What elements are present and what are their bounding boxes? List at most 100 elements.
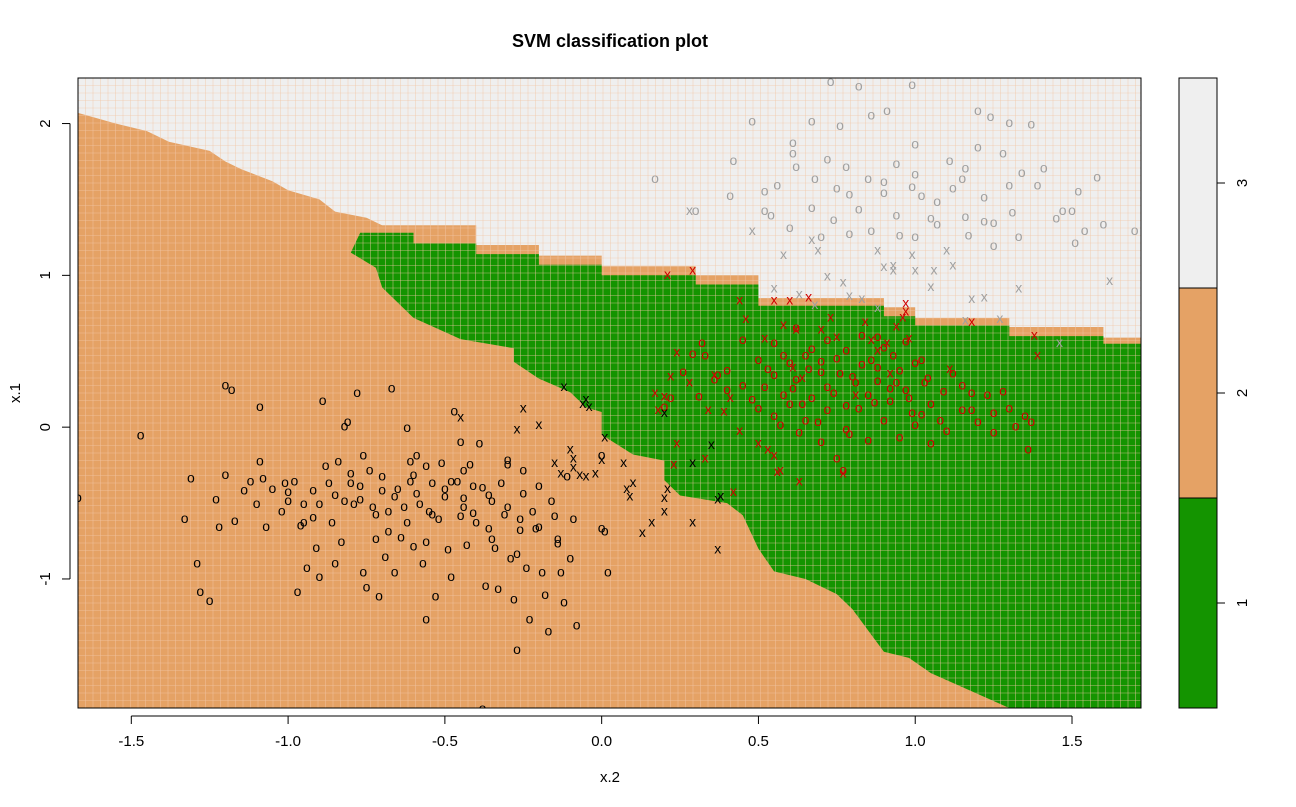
data-point-class-1: o xyxy=(479,478,487,494)
data-point-class-3: o xyxy=(1034,176,1042,192)
plot-frame xyxy=(77,77,1142,709)
support-vector-point-class-2: x xyxy=(667,368,674,384)
support-vector-point-class-3: x xyxy=(686,202,693,218)
data-point-class-2: o xyxy=(999,383,1007,399)
legend-color-bar: 1 2 3 xyxy=(1178,77,1251,709)
data-point-class-1: o xyxy=(410,466,418,482)
data-point-class-1: o xyxy=(262,518,270,534)
data-point-class-1: o xyxy=(425,503,433,519)
data-point-class-1: o xyxy=(447,568,455,584)
data-point-class-3: o xyxy=(965,226,973,242)
data-point-class-1: o xyxy=(538,563,546,579)
data-point-class-2: o xyxy=(817,433,825,449)
data-point-class-1: o xyxy=(494,580,502,596)
data-point-class-3: o xyxy=(1093,169,1101,185)
support-vector-point-class-3: x xyxy=(981,289,988,305)
support-vector-point-class-3: x xyxy=(749,222,756,238)
data-point-class-1: o xyxy=(381,548,389,564)
data-point-class-2: o xyxy=(698,334,706,350)
data-point-class-2: o xyxy=(889,346,897,362)
data-point-class-2: o xyxy=(974,413,982,429)
data-point-class-3: o xyxy=(811,170,819,186)
data-point-class-1: o xyxy=(541,586,549,602)
x-tick-label: 1.0 xyxy=(905,733,926,750)
data-point-class-2: o xyxy=(886,380,894,396)
grid-lines xyxy=(78,78,1141,708)
support-vector-point-class-2: x xyxy=(736,292,743,308)
support-vector-point-class-1: x xyxy=(514,421,521,437)
x-axis: -1.5 -1.0 -0.5 0.0 0.5 1.0 1.5 xyxy=(118,715,1082,750)
data-point-class-3: o xyxy=(1027,116,1035,132)
data-point-class-1: o xyxy=(222,377,230,393)
decision-region-class-1 xyxy=(350,232,1141,708)
support-vector-point-class-2: x xyxy=(887,365,894,381)
y-axis-label: x.1 xyxy=(7,383,24,403)
data-point-class-2: o xyxy=(770,334,778,350)
data-point-class-1: o xyxy=(291,472,299,488)
data-point-class-1: o xyxy=(485,486,493,502)
data-point-class-3: o xyxy=(962,160,970,176)
support-vector-point-class-3: x xyxy=(874,242,881,258)
support-vector-point-class-3: x xyxy=(890,257,897,273)
data-point-class-1: o xyxy=(341,492,349,508)
data-point-class-1: o xyxy=(529,503,537,519)
data-point-class-2: o xyxy=(689,345,697,361)
support-vector-point-class-2: x xyxy=(730,483,737,499)
data-point-class-2: o xyxy=(940,383,948,399)
data-point-class-1: o xyxy=(523,559,531,575)
support-vector-point-class-2: x xyxy=(827,308,834,324)
data-point-class-1: o xyxy=(366,462,374,478)
data-point-class-1: o xyxy=(510,591,518,607)
data-point-class-3: o xyxy=(880,173,888,189)
data-point-class-1: o xyxy=(504,498,512,514)
support-vector-point-class-1: x xyxy=(598,451,605,467)
support-vector-point-class-2: x xyxy=(686,374,693,390)
data-point-class-2: o xyxy=(814,413,822,429)
data-point-class-2: o xyxy=(958,377,966,393)
data-point-class-3: o xyxy=(1009,204,1017,220)
legend-label-2: 2 xyxy=(1234,389,1251,397)
support-vector-point-class-3: x xyxy=(824,267,831,283)
support-vector-point-class-1: x xyxy=(567,440,574,456)
data-point-class-1: o xyxy=(378,481,386,497)
data-point-class-2: o xyxy=(902,381,910,397)
data-point-class-1: o xyxy=(447,472,455,488)
support-vector-point-class-2: x xyxy=(702,450,709,466)
data-point-class-1: o xyxy=(601,522,609,538)
data-point-class-1: o xyxy=(187,469,195,485)
data-point-class-3: o xyxy=(974,138,982,154)
support-vector-point-class-3: x xyxy=(780,246,787,262)
support-vector-point-class-2: x xyxy=(670,456,677,472)
data-point-class-3: o xyxy=(911,228,919,244)
data-point-class-3: o xyxy=(1040,160,1048,176)
data-point-class-1: o xyxy=(397,529,405,545)
data-point-class-3: o xyxy=(893,155,901,171)
data-point-class-3: o xyxy=(883,102,891,118)
data-point-class-3: o xyxy=(1081,222,1089,238)
data-point-class-2: o xyxy=(817,363,825,379)
data-point-class-2: o xyxy=(839,462,847,478)
data-point-class-1: o xyxy=(281,474,289,490)
data-point-class-3: o xyxy=(792,158,800,174)
support-vector-point-class-3: x xyxy=(840,273,847,289)
data-point-class-2: o xyxy=(927,395,935,411)
data-point-class-1: o xyxy=(256,453,264,469)
data-point-class-1: o xyxy=(284,483,292,499)
data-point-class-2: o xyxy=(786,354,794,370)
support-vector-point-class-2: x xyxy=(805,289,812,305)
support-vector-point-class-2: x xyxy=(673,343,680,359)
data-point-class-1: o xyxy=(554,535,562,551)
data-point-class-2: o xyxy=(1012,418,1020,434)
support-vector-point-class-2: x xyxy=(1034,346,1041,362)
data-point-class-2: o xyxy=(824,331,832,347)
data-point-class-3: o xyxy=(789,134,797,150)
data-point-class-2: o xyxy=(792,319,800,335)
data-point-class-1: o xyxy=(316,495,324,511)
support-vector-point-class-2: x xyxy=(893,317,900,333)
data-point-class-3: o xyxy=(946,152,954,168)
data-point-class-2: o xyxy=(833,450,841,466)
support-vector-point-class-2: x xyxy=(968,313,975,329)
data-point-class-1: o xyxy=(247,472,255,488)
data-point-class-2: o xyxy=(893,374,901,390)
data-point-class-3: o xyxy=(1005,114,1013,130)
